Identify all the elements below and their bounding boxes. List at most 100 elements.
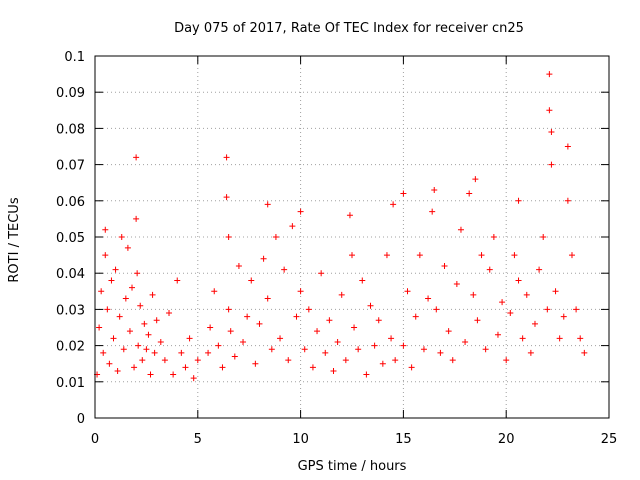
data-point [293,313,300,320]
data-point [568,252,575,259]
data-point [215,342,222,349]
x-tick-label: 5 [194,432,202,447]
data-point [330,367,337,374]
y-tick-label: 0.07 [56,159,85,174]
x-axis-label: GPS time / hours [298,459,407,474]
data-point [118,234,125,240]
data-point [134,270,141,277]
x-tick-label: 20 [498,432,515,447]
data-point [166,310,173,317]
data-point [108,277,115,284]
axis-ticks [94,55,610,419]
data-point [182,364,189,371]
data-point [102,226,109,233]
data-point [106,360,113,367]
data-point [472,176,479,183]
data-point [404,288,411,295]
data-point [205,349,212,356]
data-point [531,320,538,327]
data-point [211,288,218,295]
y-tick-label: 0.06 [56,195,85,210]
series-roti [94,71,588,382]
data-point [285,357,292,364]
data-point [244,313,251,320]
data-point [256,320,263,327]
data-point [546,71,553,78]
data-point [223,194,230,201]
data-point [248,277,255,284]
data-point [383,252,390,259]
y-tick-label: 0.02 [56,340,85,355]
data-point [511,252,518,259]
data-point [240,338,247,345]
data-point [122,295,129,302]
grid [95,56,609,418]
x-tick-label: 10 [292,432,309,447]
data-point [297,208,304,215]
data-point [231,353,238,360]
data-point [272,234,279,240]
data-point [449,357,456,364]
data-point [190,375,197,382]
data-point [260,255,267,262]
data-point [577,335,584,342]
data-point [412,313,419,320]
data-point [349,252,355,259]
data-point [334,338,341,345]
data-point [441,262,448,269]
data-point [482,346,489,353]
data-point [507,310,514,317]
data-points [94,71,588,382]
data-point [408,364,415,371]
data-point [174,277,181,284]
data-point [281,266,288,273]
data-point [326,317,333,324]
data-point [371,342,378,349]
data-point [379,360,386,367]
data-point [431,186,438,193]
data-point [556,335,563,342]
data-point [400,190,407,197]
data-point [433,306,440,313]
data-point [478,252,485,259]
data-point [453,281,460,288]
data-point [474,317,481,324]
data-point [519,335,526,342]
data-point [277,335,284,342]
data-point [147,371,154,378]
data-point [151,349,158,356]
data-point [346,212,353,219]
data-point [416,252,423,259]
data-point [133,154,140,161]
y-tick-label: 0.1 [64,50,85,65]
data-point [429,208,436,215]
data-point [552,288,559,295]
data-point [297,288,304,295]
data-point [131,364,138,371]
data-point [178,349,185,356]
y-tick-label: 0 [77,412,85,427]
data-point [143,346,150,353]
data-point [351,324,358,331]
data-point [462,338,469,345]
data-point [96,324,103,331]
x-tick-label: 0 [91,432,99,447]
data-point [564,143,571,150]
data-point [98,288,105,295]
data-point [390,201,397,208]
data-point [145,331,152,338]
data-point [581,349,588,356]
data-point [400,342,407,349]
data-point [114,367,121,374]
y-tick-label: 0.08 [56,122,85,137]
y-tick-label: 0.03 [56,303,85,318]
data-point [225,306,232,313]
data-point [486,266,493,273]
data-point [170,371,177,378]
data-point [141,320,148,327]
data-point [186,335,193,342]
data-point [252,360,259,367]
data-point [129,284,136,291]
data-point [548,161,555,168]
